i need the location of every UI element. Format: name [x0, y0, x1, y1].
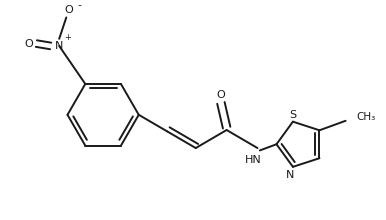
Text: O: O	[217, 90, 225, 100]
Text: S: S	[290, 110, 296, 119]
Text: N: N	[55, 41, 63, 51]
Text: N: N	[286, 170, 295, 180]
Text: -: -	[78, 0, 81, 10]
Text: HN: HN	[245, 155, 262, 165]
Text: CH₃: CH₃	[356, 112, 375, 122]
Text: O: O	[24, 38, 33, 49]
Text: O: O	[64, 5, 73, 15]
Text: +: +	[64, 33, 71, 42]
